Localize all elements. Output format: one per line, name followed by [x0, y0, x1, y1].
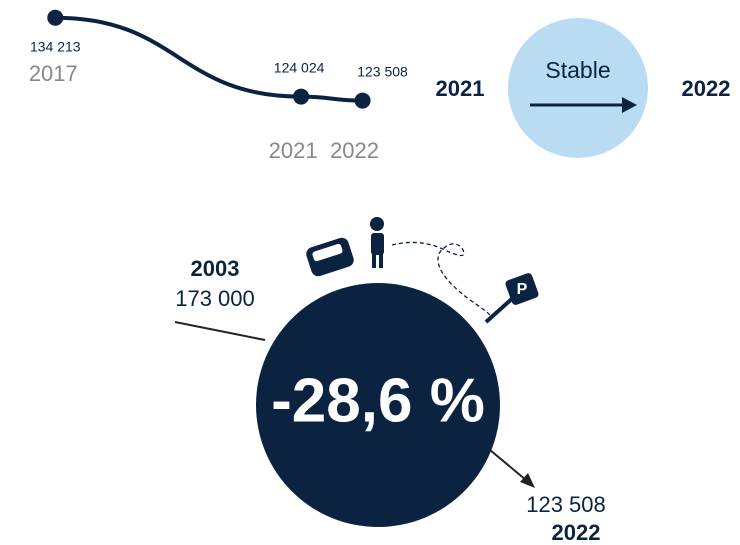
x-tick-label: 2017	[29, 61, 78, 86]
start-value: 173 000	[175, 286, 255, 311]
change: -28,6 %	[271, 366, 485, 435]
end-value: 123 508	[526, 492, 606, 517]
pointer	[174, 321, 266, 341]
point	[47, 9, 64, 26]
point	[293, 88, 310, 105]
globe	[256, 283, 500, 527]
person-icon	[370, 217, 384, 268]
stable-circle	[508, 18, 648, 158]
line	[53, 15, 365, 103]
point	[354, 92, 371, 109]
arrow-head	[622, 97, 637, 113]
arrow-head	[520, 473, 535, 488]
value-label: 134 213	[30, 38, 81, 54]
svg-text:P: P	[517, 281, 528, 298]
x-tick-label: 2021	[269, 138, 318, 163]
car-icon	[306, 237, 354, 277]
end-year: 2022	[552, 520, 601, 545]
x-tick-label: 2022	[330, 138, 379, 163]
value-label: 123 508	[357, 63, 408, 79]
to-year: 2022	[682, 76, 731, 101]
start-year: 2003	[191, 256, 240, 281]
pointer	[489, 449, 527, 481]
value-label: 124 024	[274, 59, 325, 75]
path-line	[391, 241, 491, 316]
from-year: 2021	[436, 76, 485, 101]
status: Stable	[545, 57, 610, 83]
parking-icon: P	[484, 273, 539, 324]
